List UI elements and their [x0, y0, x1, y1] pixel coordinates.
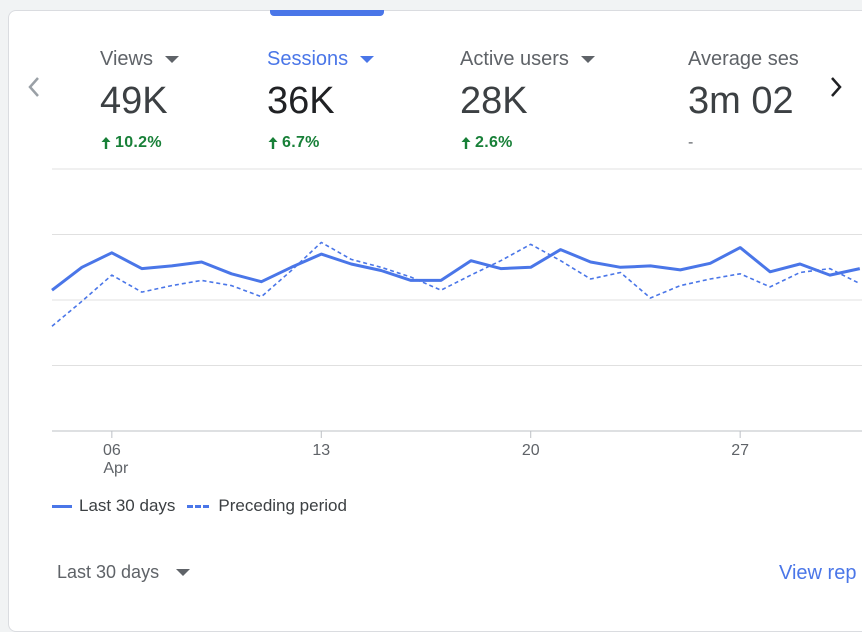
chart-legend: Last 30 days Preceding period [52, 496, 347, 516]
legend-dashed-swatch [187, 504, 210, 508]
metric-sessions-header[interactable]: Sessions [267, 46, 375, 72]
metric-delta: 2.6% [460, 134, 595, 152]
report-card [8, 10, 862, 632]
metric-average-session-header[interactable]: Average ses [688, 46, 810, 72]
previous-metrics-button[interactable] [20, 72, 48, 102]
active-metric-indicator [270, 10, 384, 16]
date-range-dropdown[interactable]: Last 30 days [57, 562, 191, 583]
x-tick-label: 20 [522, 442, 540, 459]
metric-value: 36K [267, 80, 335, 122]
metric-delta-value: - [688, 134, 694, 151]
metric-label: Active users [460, 47, 569, 70]
metric-active-users-header[interactable]: Active users [460, 46, 595, 72]
legend-current-label: Last 30 days [79, 496, 176, 515]
chevron-right-icon [831, 77, 842, 97]
x-tick-label: 13 [312, 442, 330, 459]
metric-delta-value: 6.7% [282, 134, 320, 151]
x-tick-label: 06 [103, 442, 121, 459]
caret-down-icon [360, 55, 375, 63]
chevron-left-icon [28, 77, 39, 97]
series-preceding-period [51, 241, 861, 327]
chart-gridlines [52, 168, 862, 432]
chart-series [51, 241, 861, 327]
caret-down-icon [580, 55, 595, 63]
metric-delta-value: 10.2% [115, 134, 162, 151]
metric-views[interactable]: Views 49K 10.2% [100, 46, 179, 152]
date-range-label: Last 30 days [57, 562, 160, 582]
arrow-up-icon [461, 137, 471, 149]
next-metrics-button[interactable] [822, 72, 850, 102]
metric-delta: 6.7% [267, 134, 374, 152]
metric-value: 49K [100, 80, 168, 122]
series-last-30-days [51, 246, 861, 292]
metric-average-session[interactable]: Average ses 3m 02 - [688, 46, 810, 152]
metric-delta: 10.2% [100, 134, 179, 152]
caret-down-icon [165, 55, 179, 63]
metric-label: Sessions [267, 47, 349, 70]
legend-solid-swatch [52, 504, 72, 508]
view-report-link[interactable]: View rep [779, 562, 857, 584]
metric-views-header[interactable]: Views [100, 46, 179, 72]
metric-active-users[interactable]: Active users 28K 2.6% [460, 46, 595, 152]
metric-label: Views [100, 47, 153, 70]
legend-previous-label: Preceding period [218, 496, 347, 515]
metric-delta: - [688, 134, 810, 152]
metric-label: Average ses [688, 47, 799, 70]
metric-delta-value: 2.6% [475, 134, 513, 151]
caret-down-icon [176, 569, 191, 576]
metric-sessions[interactable]: Sessions 36K 6.7% [267, 46, 375, 152]
metric-value: 28K [460, 80, 528, 122]
arrow-up-icon [101, 137, 111, 149]
x-tick-sublabel: Apr [103, 460, 129, 477]
x-tick-label: 27 [731, 442, 749, 459]
arrow-up-icon [268, 137, 278, 149]
metric-value: 3m 02 [688, 80, 794, 122]
